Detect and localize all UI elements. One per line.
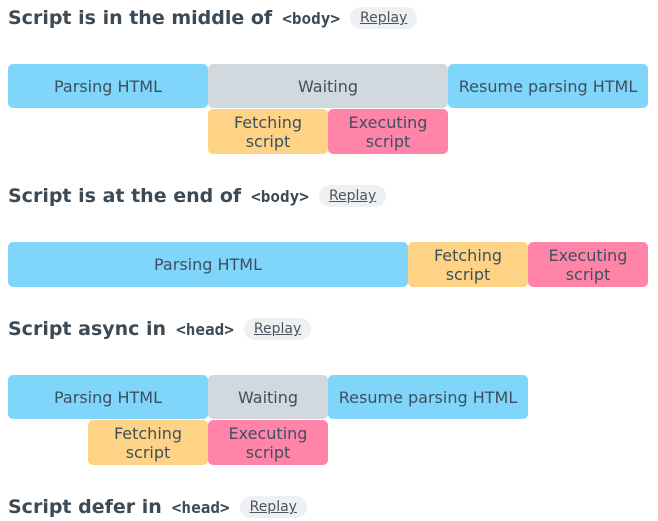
tag-label: <head>: [176, 319, 234, 339]
section-header-middle-body: Script is in the middle of <body> Replay: [8, 4, 418, 32]
resume-parsing-block: Resume parsing HTML: [448, 64, 648, 108]
fetching-script-block: Fetching script: [88, 420, 208, 465]
section-header-async-head: Script async in <head> Replay: [8, 315, 312, 343]
section-header-end-body: Script is at the end of <body> Replay: [8, 182, 387, 210]
section-title: Script async in: [8, 318, 167, 340]
waiting-block: Waiting: [208, 64, 448, 108]
parsing-html-block: Parsing HTML: [8, 242, 408, 287]
tag-label: <head>: [171, 497, 230, 517]
resume-parsing-block: Resume parsing HTML: [328, 375, 528, 419]
section-title: Script defer in: [8, 496, 162, 518]
fetching-script-block: Fetching script: [408, 242, 528, 287]
parsing-html-block: Parsing HTML: [8, 375, 208, 419]
replay-button[interactable]: Replay: [243, 318, 312, 340]
parsing-html-block: Parsing HTML: [8, 64, 208, 108]
replay-button[interactable]: Replay: [239, 496, 307, 518]
executing-script-block: Executing script: [528, 242, 648, 287]
section-title: Script is at the end of: [8, 185, 242, 207]
tag-label: <body>: [251, 186, 309, 206]
replay-button[interactable]: Replay: [318, 185, 387, 207]
section-title: Script is in the middle of: [8, 7, 273, 29]
section-header-defer-head: Script defer in <head> Replay: [8, 493, 307, 521]
waiting-block: Waiting: [208, 375, 328, 419]
executing-script-block: Executing script: [328, 109, 448, 154]
executing-script-block: Executing script: [208, 420, 328, 465]
replay-button[interactable]: Replay: [349, 7, 418, 29]
fetching-script-block: Fetching script: [208, 109, 328, 154]
tag-label: <body>: [282, 8, 340, 28]
